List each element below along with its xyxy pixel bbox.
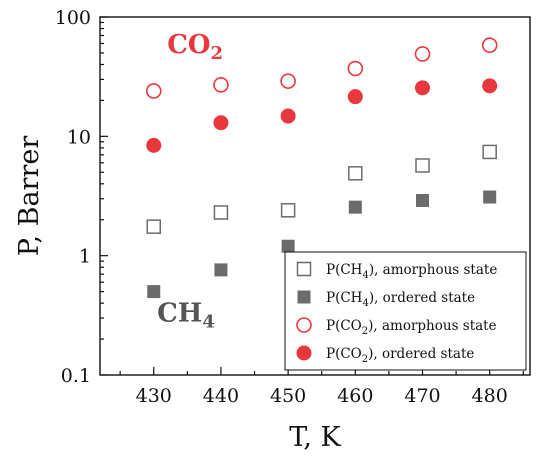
legend-marker: [296, 345, 312, 361]
data-point-series-3: [482, 78, 498, 94]
data-point-series-1: [348, 200, 362, 214]
y-tick-label: 1: [79, 246, 91, 268]
data-point-series-3: [347, 89, 363, 105]
data-point-series-3: [213, 115, 229, 131]
data-point-series-2: [347, 60, 364, 77]
x-tick-label: 440: [203, 385, 239, 407]
data-point-series-0: [482, 144, 497, 160]
x-tick-label: 450: [270, 385, 306, 407]
y-tick-label: 100: [55, 7, 91, 29]
y-tick-label: 0.1: [61, 365, 91, 387]
legend-marker: [296, 261, 312, 277]
legend-entry: P(CO2), ordered state: [326, 346, 474, 365]
annotation-label: CH4: [157, 299, 215, 333]
data-point-series-1: [281, 239, 295, 253]
y-tick-label: 10: [67, 126, 91, 148]
legend-marker: [297, 290, 311, 304]
data-point-series-3: [415, 80, 430, 96]
legend-marker: [296, 317, 312, 333]
data-point-series-1: [416, 193, 429, 207]
data-point-series-3: [146, 137, 162, 153]
data-point-series-2: [145, 83, 162, 99]
data-point-series-0: [348, 166, 363, 181]
legend-box: [284, 251, 527, 371]
y-axis-title: P, Barrer: [14, 136, 45, 257]
data-point-series-0: [213, 205, 229, 220]
data-point-series-0: [415, 158, 430, 173]
x-axis-title: T, K: [289, 422, 341, 453]
data-point-series-1: [147, 285, 161, 299]
data-point-series-1: [214, 263, 228, 277]
data-point-series-2: [414, 46, 431, 62]
legend-entry: P(CH4), ordered state: [326, 290, 475, 309]
data-point-series-2: [481, 37, 498, 54]
x-tick-label: 480: [472, 385, 508, 407]
x-tick-label: 460: [337, 385, 373, 407]
data-point-series-2: [280, 73, 296, 89]
data-point-series-1: [483, 190, 497, 204]
data-point-series-3: [280, 108, 296, 124]
x-tick-label: 470: [404, 385, 440, 407]
plot-frame: [99, 16, 531, 376]
legend-entry: P(CO2), amorphous state: [326, 318, 497, 337]
annotation-label: CO2: [167, 30, 223, 64]
legend-entry: P(CH4), amorphous state: [326, 262, 497, 281]
data-point-series-0: [280, 203, 296, 218]
x-tick-label: 430: [136, 385, 172, 407]
data-point-series-2: [213, 77, 229, 93]
data-point-series-0: [146, 219, 161, 234]
